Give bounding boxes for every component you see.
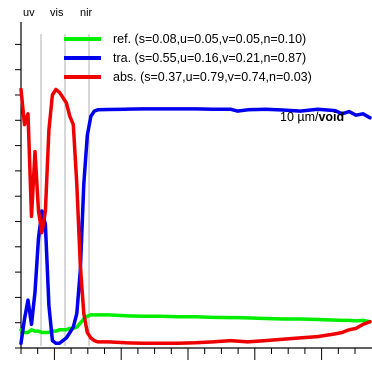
series-layer <box>19 87 372 346</box>
y-ticks <box>15 43 21 349</box>
annotation-prefix: 10 µm/ <box>280 110 319 124</box>
legend: ref. (s=0.08,u=0.05,v=0.05,n=0.10) tra. … <box>64 32 312 84</box>
band-markers: uv vis nir <box>23 7 93 346</box>
legend-label-tra: tra. (s=0.55,u=0.16,v=0.21,n=0.87) <box>113 51 306 65</box>
band-label-vis: vis <box>50 7 64 19</box>
axes <box>15 22 372 360</box>
annotation-emphasis: void <box>318 110 344 124</box>
legend-label-abs: abs. (s=0.37,u=0.79,v=0.74,n=0.03) <box>113 70 312 84</box>
x-ticks <box>20 348 356 360</box>
series-line-abs <box>19 87 372 346</box>
series-line-ref <box>19 313 372 335</box>
band-label-nir: nir <box>80 7 93 19</box>
band-label-uv: uv <box>23 7 35 19</box>
annotation: 10 µm/void <box>280 110 344 124</box>
legend-label-ref: ref. (s=0.08,u=0.05,v=0.05,n=0.10) <box>113 32 306 46</box>
series-line-tra <box>19 107 372 346</box>
